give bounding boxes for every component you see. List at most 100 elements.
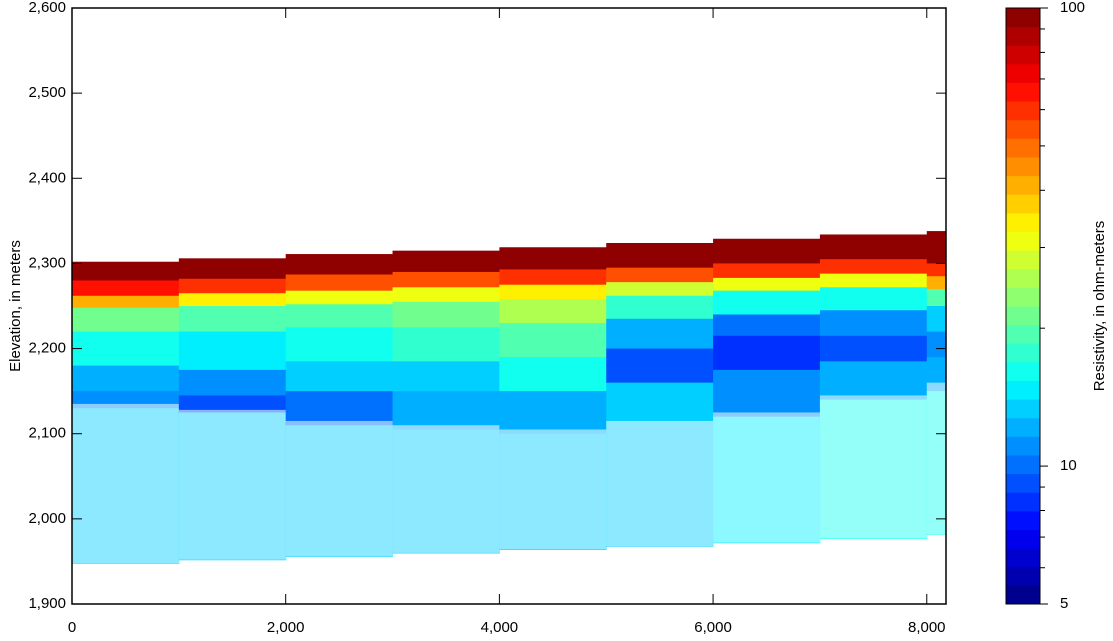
resistivity-cell xyxy=(926,331,947,358)
y-tick-label: 2,600 xyxy=(28,0,66,16)
colorbar-segment xyxy=(1006,287,1040,307)
resistivity-cell xyxy=(72,307,180,333)
colorbar-tick-label: 5 xyxy=(1060,595,1068,612)
colorbar-segment xyxy=(1006,399,1040,419)
resistivity-cell xyxy=(926,288,947,307)
colorbar-segment xyxy=(1006,212,1040,232)
colorbar-segment xyxy=(1006,63,1040,83)
doi-fade xyxy=(499,429,607,550)
colorbar-segment xyxy=(1006,436,1040,456)
resistivity-cell xyxy=(713,263,821,279)
colorbar-segment xyxy=(1006,324,1040,344)
resistivity-cell xyxy=(499,284,607,300)
colorbar-segment xyxy=(1006,194,1040,214)
colorbar-segment xyxy=(1006,175,1040,195)
colorbar-tick-label: 100 xyxy=(1060,0,1085,16)
resistivity-cell xyxy=(392,327,500,362)
y-tick-label: 2,000 xyxy=(28,510,66,527)
resistivity-cell xyxy=(819,273,928,288)
doi-fade xyxy=(713,412,821,543)
resistivity-cell xyxy=(926,231,947,264)
resistivity-cell xyxy=(178,306,287,333)
colorbar-frame xyxy=(1005,7,1041,605)
resistivity-cell xyxy=(285,254,394,275)
resistivity-cell xyxy=(285,327,394,362)
resistivity-cell xyxy=(72,280,180,297)
resistivity-cell xyxy=(285,391,394,426)
plot-frame xyxy=(71,7,947,605)
resistivity-cell xyxy=(72,331,180,367)
colorbar-segment xyxy=(1006,268,1040,288)
x-tick-label: 6,000 xyxy=(694,619,732,636)
doi-fade xyxy=(926,382,947,535)
doi-fade xyxy=(819,395,928,539)
colorbar-segment xyxy=(1006,101,1040,121)
resistivity-cell xyxy=(819,335,928,362)
y-tick-label: 2,300 xyxy=(28,254,66,271)
y-tick-label: 2,500 xyxy=(28,84,66,101)
colorbar-segment xyxy=(1006,473,1040,493)
resistivity-cell xyxy=(392,391,500,430)
colorbar-segment xyxy=(1006,8,1040,28)
y-tick-label: 2,100 xyxy=(28,425,66,442)
colorbar-segment xyxy=(1006,119,1040,139)
colorbar-segment xyxy=(1006,82,1040,102)
colorbar-segment xyxy=(1006,250,1040,270)
colorbar-segment xyxy=(1006,380,1040,400)
resistivity-cell xyxy=(499,391,607,435)
resistivity-cell xyxy=(606,282,714,297)
section xyxy=(72,231,947,564)
resistivity-cell xyxy=(392,301,500,328)
resistivity-cell xyxy=(392,250,500,273)
resistivity-cell xyxy=(178,369,287,396)
colorbar-segment xyxy=(1006,566,1040,586)
colorbar-segment xyxy=(1006,548,1040,568)
colorbar-segment xyxy=(1006,529,1040,549)
x-tick-label: 0 xyxy=(68,619,76,636)
resistivity-cell xyxy=(926,276,947,290)
x-tick-label: 2,000 xyxy=(267,619,305,636)
resistivity-cell xyxy=(713,335,821,371)
resistivity-cell xyxy=(72,261,180,281)
colorbar-segment xyxy=(1006,231,1040,251)
resistivity-cell xyxy=(72,365,180,392)
resistivity-cell xyxy=(819,259,928,275)
resistivity-cell xyxy=(285,274,394,292)
resistivity-cell xyxy=(713,369,821,418)
resistivity-cell xyxy=(606,318,714,350)
resistivity-cell xyxy=(178,278,287,294)
resistivity-cell xyxy=(819,234,928,260)
colorbar-segment xyxy=(1006,138,1040,158)
colorbar-segment xyxy=(1006,492,1040,512)
resistivity-cell xyxy=(713,290,821,316)
resistivity-cell xyxy=(606,242,714,269)
resistivity-cell xyxy=(606,382,714,426)
doi-fade xyxy=(606,420,714,547)
resistivity-cell xyxy=(72,295,180,309)
colorbar-segment xyxy=(1006,306,1040,326)
y-tick-label: 2,200 xyxy=(28,340,66,357)
colorbar-segment xyxy=(1006,417,1040,437)
colorbar-segment xyxy=(1006,45,1040,65)
resistivity-cell xyxy=(178,258,287,280)
doi-fade xyxy=(72,403,180,564)
resistivity-cell xyxy=(285,361,394,392)
colorbar-segment xyxy=(1006,455,1040,475)
doi-fade xyxy=(392,425,500,553)
resistivity-cell xyxy=(819,310,928,337)
resistivity-cell xyxy=(178,331,287,371)
resistivity-cell xyxy=(285,304,394,328)
resistivity-cell xyxy=(499,299,607,324)
resistivity-cell xyxy=(713,314,821,337)
resistivity-cell xyxy=(178,395,287,413)
colorbar-segment xyxy=(1006,343,1040,363)
colorbar-segment xyxy=(1006,585,1040,605)
doi-fade xyxy=(178,409,287,560)
resistivity-cell xyxy=(392,287,500,303)
colorbar-segment xyxy=(1006,26,1040,46)
resistivity-cell xyxy=(819,287,928,311)
resistivity-cell xyxy=(606,295,714,320)
resistivity-cell xyxy=(606,267,714,283)
resistivity-cell xyxy=(499,323,607,358)
